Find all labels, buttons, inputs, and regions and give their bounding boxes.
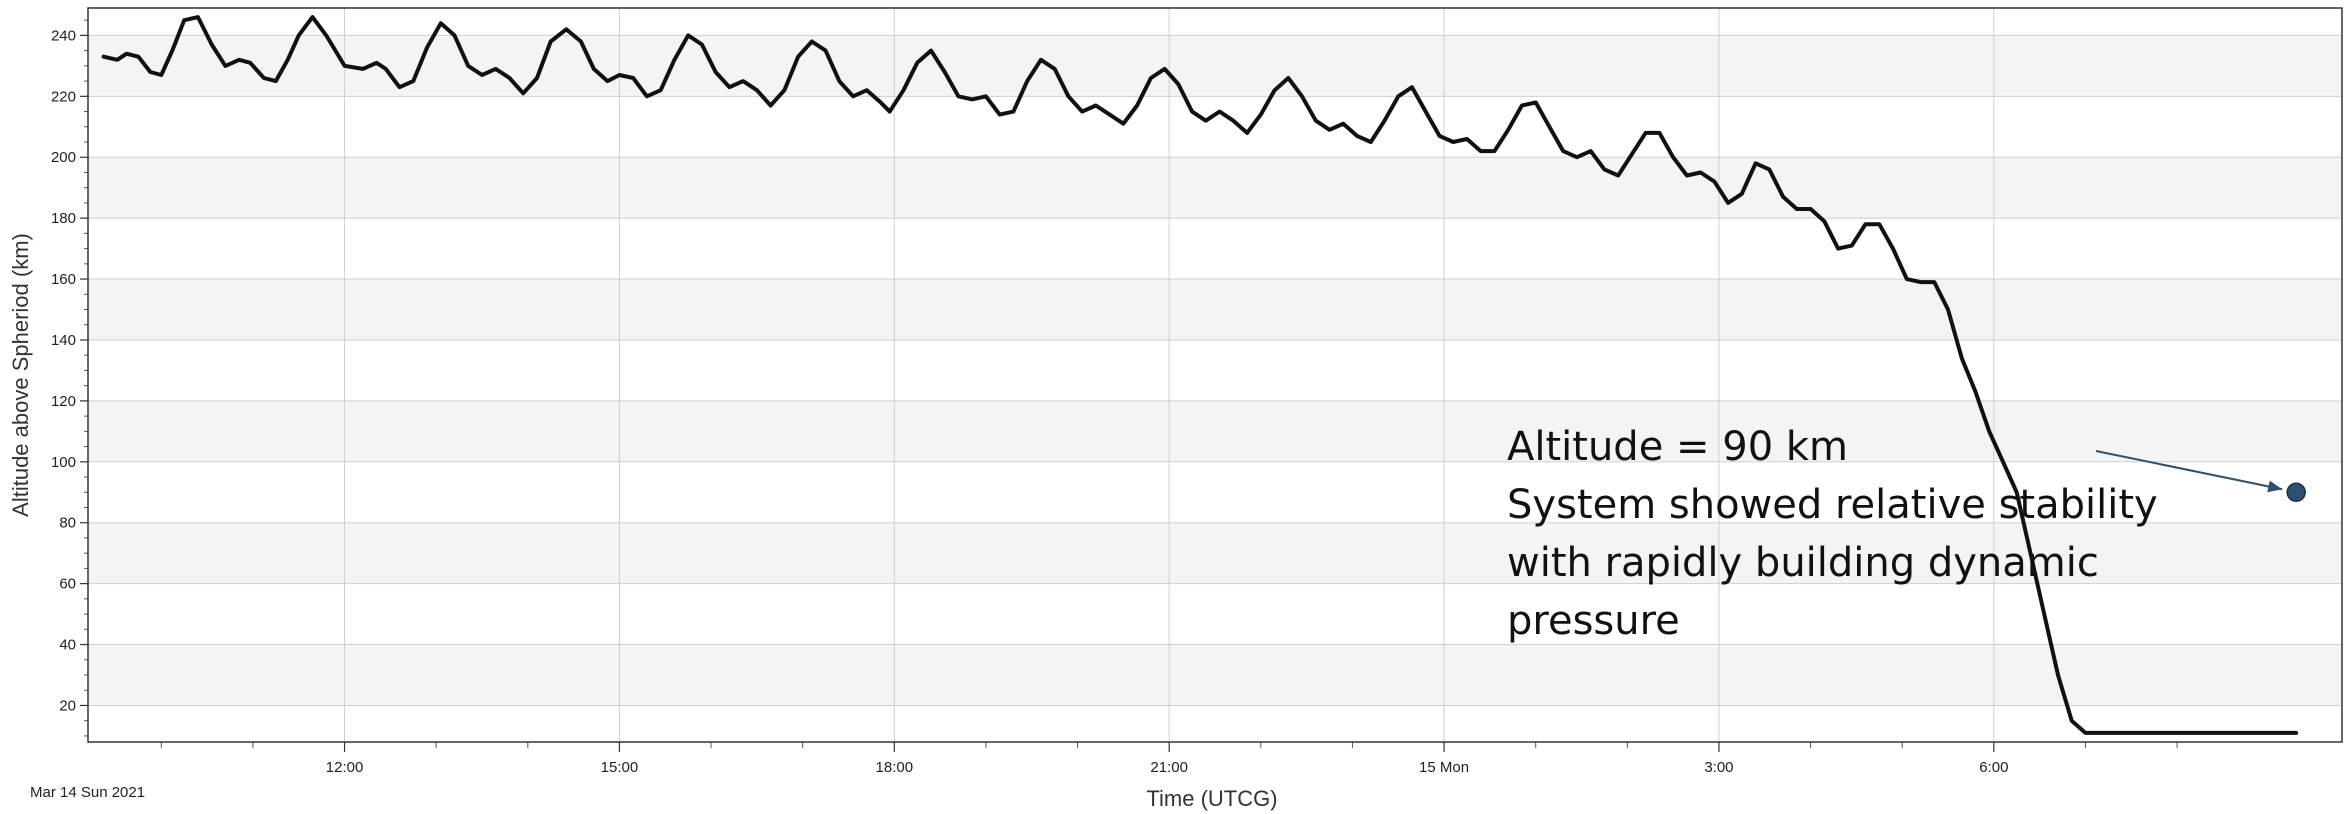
plot-frame bbox=[87, 7, 2343, 743]
y-tick-label: 140 bbox=[51, 332, 76, 349]
x-tick-label: 6:00 bbox=[1979, 759, 2008, 776]
y-tick-label: 40 bbox=[59, 637, 76, 654]
annotation-arrow bbox=[2095, 450, 2283, 491]
plot-band bbox=[88, 522, 2342, 584]
y-tick-label: 200 bbox=[51, 149, 76, 166]
y-tick-label: 120 bbox=[51, 393, 76, 410]
plot-band bbox=[88, 35, 2342, 97]
y-axis-ticks: 20 40 60 80 100 120 140 160 180 200 220 240 bbox=[51, 27, 88, 714]
plot-band bbox=[88, 157, 2342, 219]
annotation-text: Altitude = 90 km System showed relative … bbox=[1507, 424, 2158, 644]
y-tick-label: 160 bbox=[51, 271, 76, 288]
plot-band bbox=[88, 218, 2342, 280]
plot-band bbox=[88, 279, 2342, 340]
x-tick-label: 12:00 bbox=[326, 759, 364, 776]
plot-band bbox=[88, 8, 2342, 36]
annotation-line: Altitude = 90 km bbox=[1507, 424, 1848, 470]
x-tick-label: 15 Mon bbox=[1419, 759, 1469, 776]
annotation-arrow-head bbox=[2267, 480, 2283, 493]
plot-band bbox=[88, 583, 2342, 645]
altitude-series-line bbox=[101, 15, 2299, 735]
x-tick-label: 15:00 bbox=[601, 759, 639, 776]
plot-band bbox=[88, 96, 2342, 158]
annotation-line: System showed relative stability bbox=[1507, 482, 2158, 528]
y-tick-label: 240 bbox=[51, 27, 76, 44]
plot-bands bbox=[88, 8, 2342, 742]
plot-band bbox=[88, 339, 2342, 401]
plot-band bbox=[88, 644, 2342, 706]
altitude-90km-marker bbox=[2286, 482, 2306, 503]
grid-lines bbox=[88, 8, 2342, 742]
plot-band bbox=[88, 705, 2342, 742]
y-axis-title: Altitude above Spheriod (km) bbox=[8, 233, 33, 517]
x-tick-label: 18:00 bbox=[876, 759, 914, 776]
plot-band bbox=[88, 400, 2342, 462]
start-date-label: Mar 14 Sun 2021 bbox=[30, 784, 145, 801]
x-axis-title: Time (UTCG) bbox=[1146, 786, 1277, 811]
y-tick-label: 80 bbox=[59, 515, 76, 532]
x-axis-ticks: 12:00 15:00 18:00 21:00 15 Mon 3:00 6:00 bbox=[326, 742, 2008, 776]
x-tick-label: 21:00 bbox=[1150, 759, 1188, 776]
annotation-line: with rapidly building dynamic bbox=[1507, 540, 2099, 586]
x-tick-label: 3:00 bbox=[1704, 759, 1733, 776]
plot-band bbox=[88, 461, 2342, 523]
y-tick-label: 60 bbox=[59, 576, 76, 593]
y-tick-label: 100 bbox=[51, 454, 76, 471]
y-tick-label: 220 bbox=[51, 88, 76, 105]
y-tick-label: 180 bbox=[51, 210, 76, 227]
annotation-line: pressure bbox=[1507, 598, 1680, 644]
y-tick-label: 20 bbox=[59, 697, 76, 714]
